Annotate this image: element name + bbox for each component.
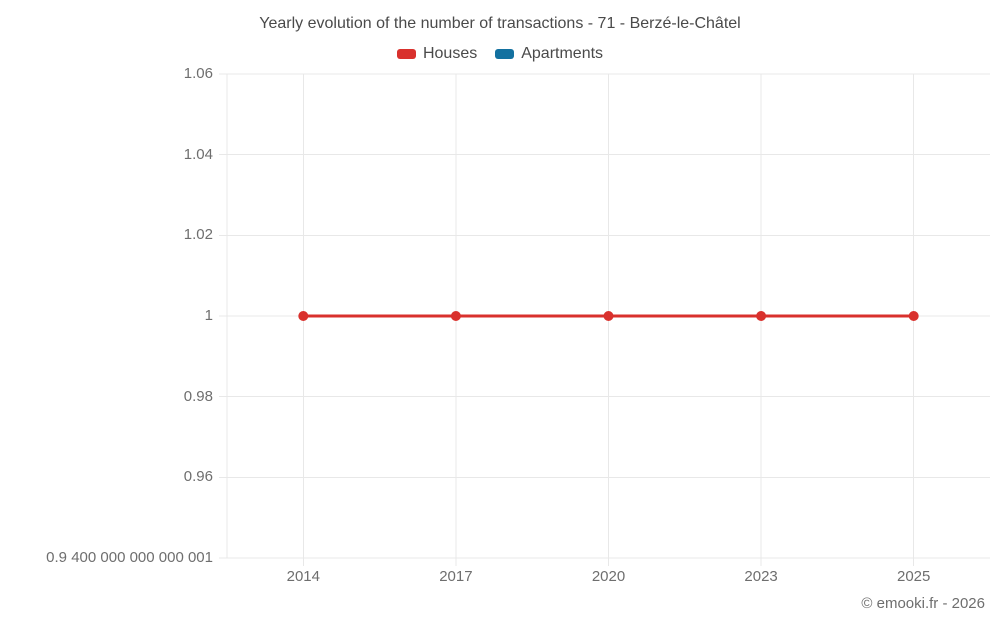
copyright: © emooki.fr - 2026 (861, 595, 985, 612)
data-point-houses-2025[interactable] (908, 311, 919, 321)
legend-swatch-houses (396, 49, 416, 59)
data-point-houses-2014[interactable] (298, 311, 309, 321)
legend-item-houses[interactable]: Houses (396, 45, 478, 63)
legend-label: Houses (422, 45, 478, 62)
chart-title: Yearly evolution of the number of transa… (259, 15, 741, 32)
data-point-houses-2023[interactable] (756, 311, 767, 321)
legend-label: Apartments (521, 45, 604, 62)
legend-swatch-apartments (495, 49, 515, 59)
data-point-houses-2020[interactable] (603, 311, 614, 321)
legend: Houses Apartments (0, 45, 1000, 63)
data-point-houses-2017[interactable] (450, 311, 461, 321)
legend-item-apartments[interactable]: Apartments (495, 45, 603, 63)
